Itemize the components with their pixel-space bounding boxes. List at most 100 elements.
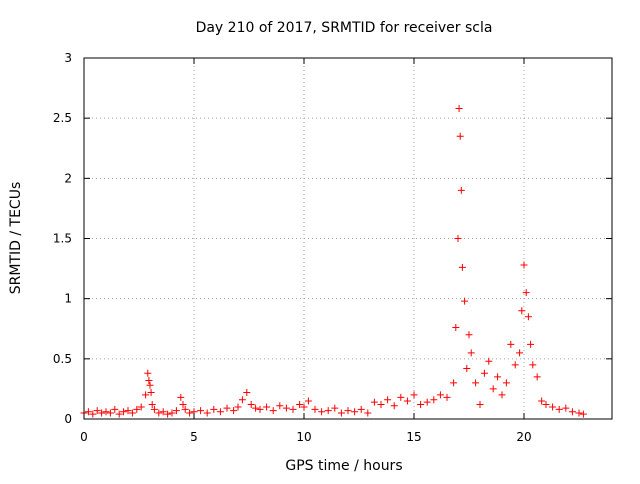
data-point bbox=[568, 408, 576, 416]
data-point bbox=[458, 263, 466, 271]
data-point bbox=[476, 401, 484, 409]
y-tick-label: 0.5 bbox=[53, 352, 72, 366]
data-point bbox=[223, 404, 231, 412]
y-tick-label: 3 bbox=[64, 51, 72, 65]
data-point bbox=[494, 373, 502, 381]
data-point bbox=[461, 297, 469, 305]
data-point bbox=[111, 405, 119, 413]
data-point bbox=[197, 407, 205, 415]
data-point bbox=[124, 407, 132, 415]
data-point bbox=[384, 396, 392, 404]
x-tick-label: 0 bbox=[80, 430, 88, 444]
data-point bbox=[102, 408, 110, 416]
data-point bbox=[351, 408, 359, 416]
data-point bbox=[155, 409, 163, 417]
x-tick-label: 15 bbox=[406, 430, 421, 444]
data-point bbox=[357, 405, 365, 413]
data-point bbox=[238, 396, 246, 404]
data-point bbox=[549, 403, 557, 411]
x-tick-label: 20 bbox=[516, 430, 531, 444]
data-point bbox=[331, 404, 339, 412]
data-point bbox=[289, 405, 297, 413]
y-tick-label: 1 bbox=[64, 292, 72, 306]
data-point bbox=[128, 409, 136, 417]
data-point bbox=[452, 324, 460, 332]
x-tick-label: 10 bbox=[296, 430, 311, 444]
y-axis-label: SRMTID / TECUs bbox=[8, 182, 24, 295]
data-point bbox=[370, 398, 378, 406]
axis-ticks: 0 5 10 15 20 0 0.5 1 1.5 2 2.5 3 bbox=[53, 51, 612, 444]
data-point bbox=[575, 409, 583, 417]
data-point bbox=[263, 403, 271, 411]
data-point bbox=[203, 409, 211, 417]
data-point bbox=[467, 349, 475, 357]
data-point bbox=[269, 407, 277, 415]
data-point bbox=[93, 407, 101, 415]
data-point bbox=[133, 405, 141, 413]
data-point bbox=[465, 331, 473, 339]
data-point bbox=[511, 361, 519, 369]
data-point bbox=[276, 402, 284, 410]
data-point bbox=[522, 289, 530, 297]
data-point bbox=[377, 401, 385, 409]
data-point bbox=[489, 385, 497, 393]
data-point bbox=[390, 402, 398, 410]
data-point bbox=[430, 396, 438, 404]
data-point bbox=[364, 409, 372, 417]
data-point bbox=[247, 401, 255, 409]
data-point bbox=[147, 389, 155, 397]
data-point bbox=[485, 357, 493, 365]
data-point bbox=[436, 391, 444, 399]
data-point bbox=[159, 408, 167, 416]
data-point bbox=[450, 379, 458, 387]
chart-title: Day 210 of 2017, SRMTID for receiver scl… bbox=[196, 20, 493, 36]
data-point bbox=[507, 340, 515, 348]
data-point bbox=[502, 379, 510, 387]
data-point bbox=[216, 408, 224, 416]
data-point bbox=[252, 404, 260, 412]
data-point bbox=[256, 405, 264, 413]
data-point bbox=[84, 408, 92, 416]
data-point bbox=[542, 401, 550, 409]
data-point bbox=[457, 186, 465, 194]
data-point bbox=[417, 401, 425, 409]
data-point bbox=[234, 403, 242, 411]
data-points bbox=[80, 105, 587, 418]
data-point bbox=[148, 401, 156, 409]
data-point bbox=[538, 397, 546, 405]
data-point bbox=[498, 391, 506, 399]
data-point bbox=[524, 313, 532, 321]
data-point bbox=[144, 369, 152, 377]
y-tick-label: 2.5 bbox=[53, 111, 72, 125]
x-axis-label: GPS time / hours bbox=[285, 458, 402, 474]
data-point bbox=[145, 376, 153, 384]
data-point bbox=[115, 410, 123, 418]
data-point bbox=[562, 404, 570, 412]
data-point bbox=[520, 261, 528, 269]
data-point bbox=[146, 381, 154, 389]
data-point bbox=[120, 408, 128, 416]
grid-lines bbox=[84, 58, 612, 419]
data-point bbox=[533, 373, 541, 381]
data-point bbox=[456, 132, 464, 140]
data-point bbox=[164, 410, 172, 418]
data-point bbox=[516, 349, 524, 357]
data-point bbox=[318, 408, 326, 416]
data-point bbox=[480, 369, 488, 377]
data-point bbox=[304, 397, 312, 405]
data-point bbox=[529, 361, 537, 369]
data-point bbox=[150, 405, 158, 413]
y-tick-label: 2 bbox=[64, 171, 72, 185]
data-point bbox=[454, 235, 462, 242]
y-tick-label: 0 bbox=[64, 412, 72, 426]
data-point bbox=[179, 401, 187, 409]
data-point bbox=[210, 405, 218, 413]
data-point bbox=[311, 405, 319, 413]
data-point bbox=[89, 410, 97, 418]
data-point bbox=[230, 407, 238, 415]
data-point bbox=[137, 403, 145, 411]
data-point bbox=[410, 391, 418, 399]
data-point bbox=[324, 407, 332, 415]
